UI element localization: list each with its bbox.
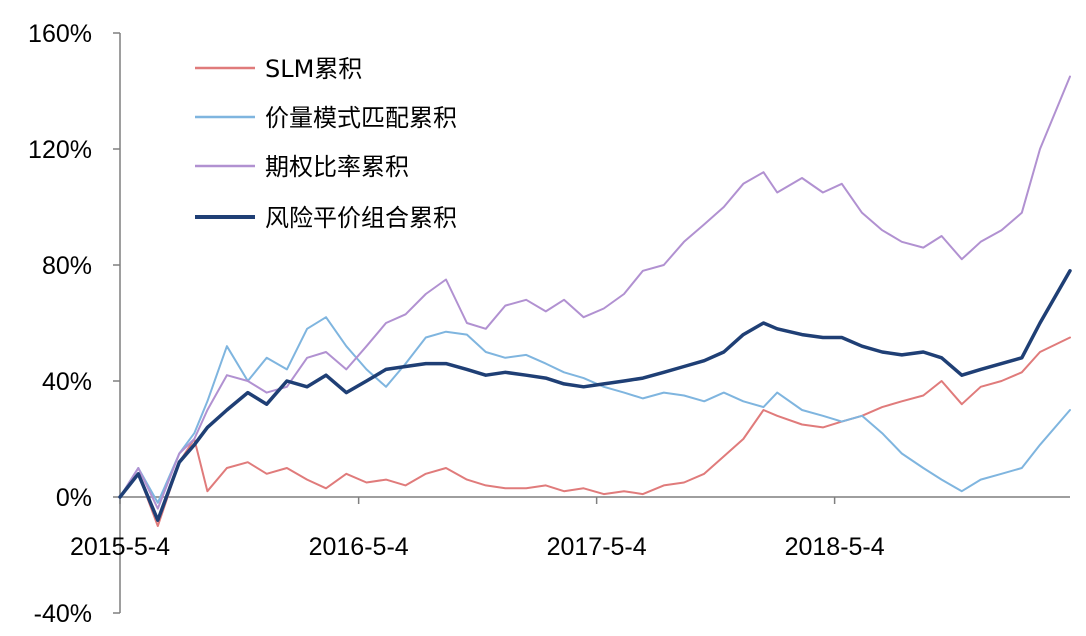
- series-line-4: [118, 269, 1072, 522]
- legend-label: 风险平价组合累积: [265, 204, 457, 232]
- y-tick-label: 0%: [56, 484, 92, 512]
- x-axis-ticks: 2015-5-4 2016-5-4 2017-5-4 2018-5-4: [70, 497, 885, 561]
- x-tick-label: 2017-5-4: [547, 533, 647, 561]
- series-line-1: [119, 336, 1071, 527]
- y-tick-label: 80%: [42, 252, 92, 280]
- legend-label: SLM累积: [265, 55, 362, 83]
- series-line-2: [119, 316, 1071, 504]
- series-line-3: [119, 75, 1071, 510]
- y-tick-label: 40%: [42, 368, 92, 396]
- y-axis-ticks: 160% 120% 80% 40% 0% -40%: [28, 20, 120, 628]
- series-lines: [118, 75, 1072, 527]
- y-tick-label: 120%: [28, 136, 92, 164]
- y-tick-label: 160%: [28, 20, 92, 48]
- x-tick-label: 2018-5-4: [785, 533, 885, 561]
- y-tick-label: -40%: [34, 600, 92, 628]
- legend-label: 价量模式匹配累积: [265, 104, 457, 132]
- axes: [119, 33, 1070, 613]
- x-tick-label: 2015-5-4: [70, 533, 170, 561]
- x-tick-label: 2016-5-4: [309, 533, 409, 561]
- legend-label: 期权比率累积: [265, 153, 409, 181]
